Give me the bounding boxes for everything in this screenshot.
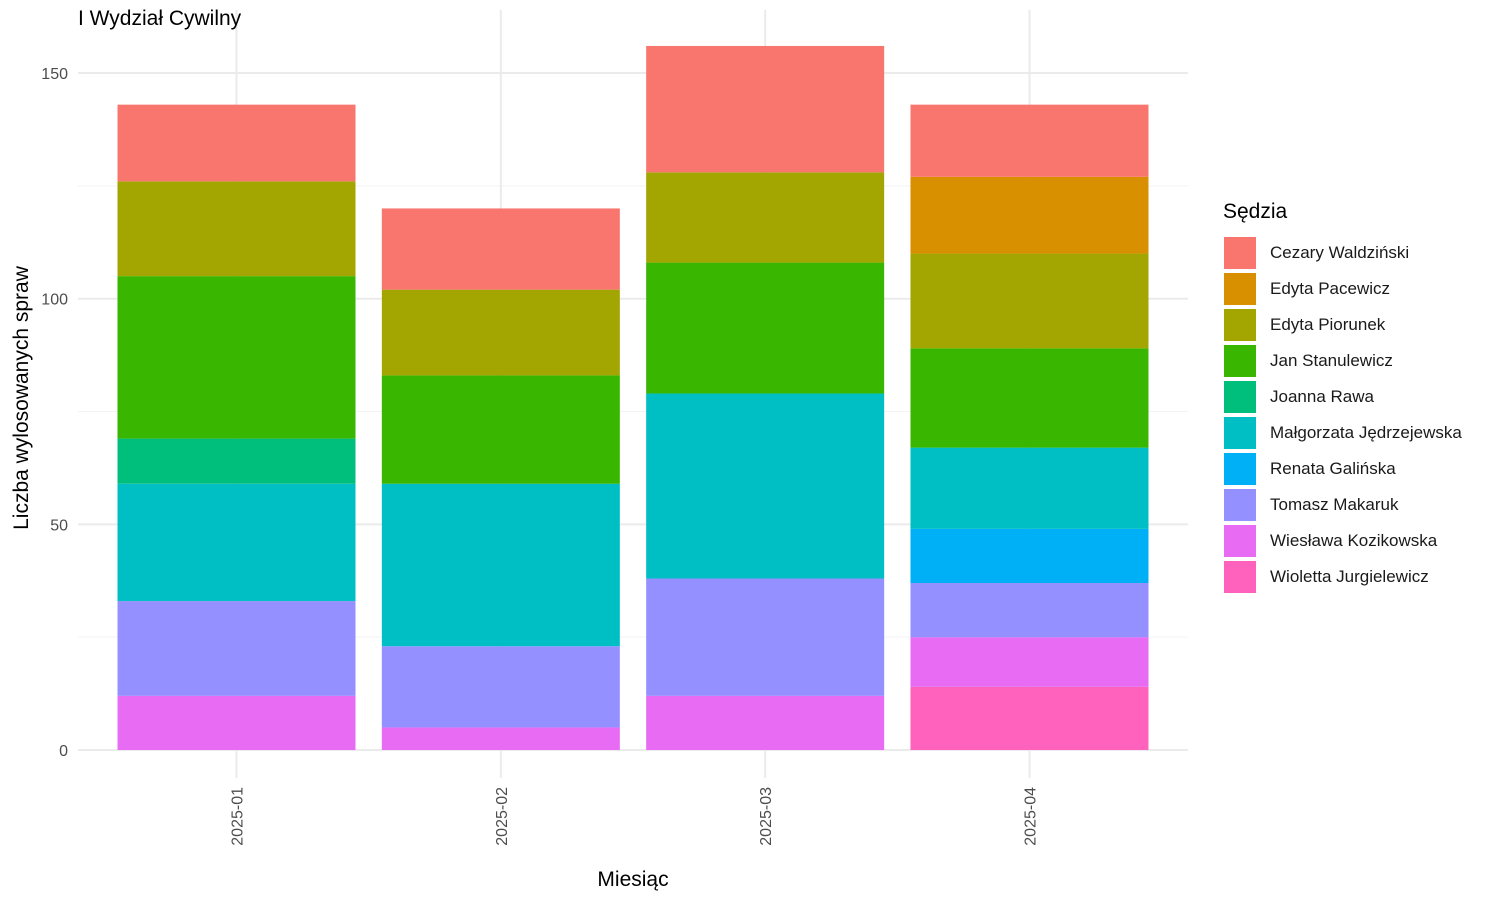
bar-segment [381, 289, 620, 376]
legend-label: Wioletta Jurgielewicz [1270, 567, 1429, 586]
y-axis-title: Liczba wylosowanych spraw [10, 265, 33, 530]
bar-segment [117, 438, 356, 484]
y-tick-label: 0 [59, 743, 68, 760]
x-tick-label: 2025-04 [1022, 787, 1039, 846]
chart-title: I Wydział Cywilny [78, 7, 242, 30]
legend-item: Cezary Waldziński [1223, 235, 1493, 271]
bar-segment [117, 276, 356, 439]
x-axis-title: Miesiąc [597, 868, 668, 891]
legend-key [1223, 560, 1257, 594]
bar-segment [117, 181, 356, 277]
legend-key [1223, 524, 1257, 558]
legend-item: Edyta Piorunek [1223, 307, 1493, 343]
legend-label: Joanna Rawa [1270, 387, 1374, 406]
legend-label: Małgorzata Jędrzejewska [1270, 423, 1462, 442]
axis-ticks: 0 50 100 150 2025-01 2025-02 2025-03 2025-04 [41, 66, 1039, 846]
y-tick-label: 150 [41, 66, 68, 83]
y-tick-label: 100 [41, 292, 68, 309]
legend-key [1223, 236, 1257, 270]
bar-segment [646, 578, 885, 696]
legend-key [1223, 452, 1257, 486]
legend-item: Jan Stanulewicz [1223, 343, 1493, 379]
bar-segment [117, 601, 356, 696]
bar-segment [910, 637, 1149, 687]
x-tick-label: 2025-03 [758, 787, 775, 846]
legend-items: Cezary Waldziński Edyta Pacewicz Edyta Pio… [1223, 235, 1493, 595]
bar-segment [910, 176, 1149, 254]
legend-item: Małgorzata Jędrzejewska [1223, 415, 1493, 451]
bar-segment [646, 695, 885, 750]
bar-segment [381, 375, 620, 484]
x-tick-label: 2025-01 [230, 787, 247, 846]
legend-label: Edyta Pacewicz [1270, 279, 1390, 298]
bars [117, 45, 1149, 750]
bar-segment [117, 483, 356, 602]
legend-key [1223, 488, 1257, 522]
legend-key [1223, 380, 1257, 414]
legend-label: Wiesława Kozikowska [1270, 531, 1438, 550]
y-tick-label: 50 [50, 517, 68, 534]
bar-segment [646, 262, 885, 394]
x-tick-label: 2025-02 [494, 787, 511, 846]
legend-item: Renata Galińska [1223, 451, 1493, 487]
bar-segment [646, 393, 885, 579]
bar-segment [910, 686, 1149, 750]
legend-key [1223, 344, 1257, 378]
legend-item: Wioletta Jurgielewicz [1223, 559, 1493, 595]
legend-label: Cezary Waldziński [1270, 243, 1410, 262]
bar-segment [910, 583, 1149, 638]
legend-key [1223, 416, 1257, 450]
bar-segment [910, 104, 1149, 177]
bar-segment [381, 646, 620, 728]
legend-label: Tomasz Makaruk [1270, 495, 1399, 514]
bar-segment [910, 253, 1149, 349]
bar-segment [381, 727, 620, 750]
legend-item: Edyta Pacewicz [1223, 271, 1493, 307]
bar-segment [646, 172, 885, 263]
legend-label: Edyta Piorunek [1270, 315, 1386, 334]
bar-segment [381, 208, 620, 290]
legend-label: Jan Stanulewicz [1270, 351, 1393, 370]
legend-key [1223, 308, 1257, 342]
legend: Sędzia Cezary Waldziński Edyta Pacewicz Ed… [1223, 200, 1493, 595]
bar-segment [910, 348, 1149, 448]
bar-segment [381, 483, 620, 647]
bar-segment [646, 45, 885, 173]
legend-item: Joanna Rawa [1223, 379, 1493, 415]
bar-segment [117, 104, 356, 182]
bar-segment [910, 528, 1149, 584]
bar-segment [117, 695, 356, 750]
legend-item: Wiesława Kozikowska [1223, 523, 1493, 559]
legend-label: Renata Galińska [1270, 459, 1396, 478]
legend-item: Tomasz Makaruk [1223, 487, 1493, 523]
legend-key [1223, 272, 1257, 306]
bar-segment [910, 447, 1149, 529]
legend-title: Sędzia [1223, 200, 1288, 223]
